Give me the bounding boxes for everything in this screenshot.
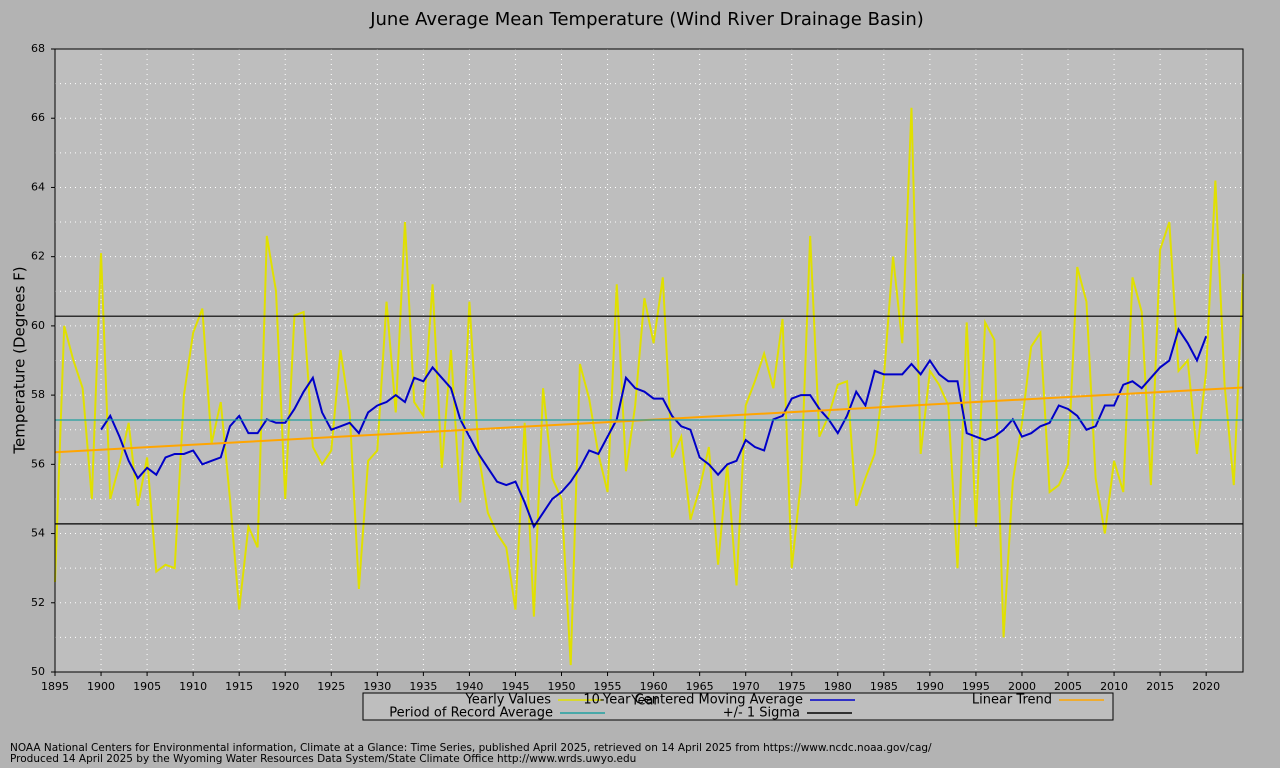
x-tick-label: 1945 bbox=[501, 680, 529, 693]
y-tick-label: 66 bbox=[31, 111, 45, 124]
x-tick-label: 1960 bbox=[640, 680, 668, 693]
series-line bbox=[54, 107, 1244, 666]
x-tick-label: 1910 bbox=[179, 680, 207, 693]
x-tick-label: 2010 bbox=[1100, 680, 1128, 693]
footer: Produced 14 April 2025 by the Wyoming Wa… bbox=[10, 753, 636, 765]
x-tick-label: 1895 bbox=[41, 680, 69, 693]
x-tick-label: 2020 bbox=[1192, 680, 1220, 693]
x-tick-label: 1975 bbox=[778, 680, 806, 693]
legend-label: 10-Year Centered Moving Average bbox=[583, 693, 803, 708]
legend-label: Linear Trend bbox=[972, 693, 1052, 708]
y-tick-label: 64 bbox=[31, 180, 45, 193]
x-tick-label: 1900 bbox=[87, 680, 115, 693]
x-axis-label: Year bbox=[630, 694, 659, 709]
x-tick-label: 1920 bbox=[271, 680, 299, 693]
x-tick-label: 1905 bbox=[133, 680, 161, 693]
y-tick-label: 60 bbox=[31, 319, 45, 332]
plot-area bbox=[55, 49, 1243, 672]
x-tick-label: 1925 bbox=[317, 680, 345, 693]
y-tick-label: 52 bbox=[31, 596, 45, 609]
chart-title: June Average Mean Temperature (Wind Rive… bbox=[369, 9, 924, 30]
y-tick-label: 68 bbox=[31, 42, 45, 55]
legend bbox=[362, 692, 1114, 721]
x-tick-label: 1930 bbox=[363, 680, 391, 693]
x-tick-label: 2015 bbox=[1146, 680, 1174, 693]
x-tick-label: 1980 bbox=[824, 680, 852, 693]
x-tick-label: 1990 bbox=[916, 680, 944, 693]
y-tick-label: 56 bbox=[31, 457, 45, 470]
y-tick-label: 58 bbox=[31, 388, 45, 401]
x-tick-label: 1985 bbox=[870, 680, 898, 693]
x-tick-label: 1915 bbox=[225, 680, 253, 693]
legend-label: +/- 1 Sigma bbox=[723, 706, 800, 721]
y-tick-label: 50 bbox=[31, 665, 45, 678]
legend-label: Period of Record Average bbox=[389, 706, 553, 721]
legend-label: Yearly Values bbox=[465, 693, 552, 708]
x-tick-label: 1965 bbox=[686, 680, 714, 693]
plot-frame bbox=[54, 48, 1244, 673]
y-tick-label: 54 bbox=[31, 527, 45, 540]
footer: NOAA National Centers for Environmental … bbox=[10, 742, 932, 754]
series-line bbox=[100, 327, 1208, 529]
x-tick-label: 1955 bbox=[594, 680, 622, 693]
y-axis-label: Temperature (Degrees F) bbox=[11, 266, 29, 454]
x-tick-label: 2000 bbox=[1008, 680, 1036, 693]
x-tick-label: 1940 bbox=[455, 680, 483, 693]
x-tick-label: 1935 bbox=[409, 680, 437, 693]
y-tick-label: 62 bbox=[31, 250, 45, 263]
x-tick-label: 1995 bbox=[962, 680, 990, 693]
x-tick-label: 1970 bbox=[732, 680, 760, 693]
x-tick-label: 1950 bbox=[548, 680, 576, 693]
x-tick-label: 2005 bbox=[1054, 680, 1082, 693]
